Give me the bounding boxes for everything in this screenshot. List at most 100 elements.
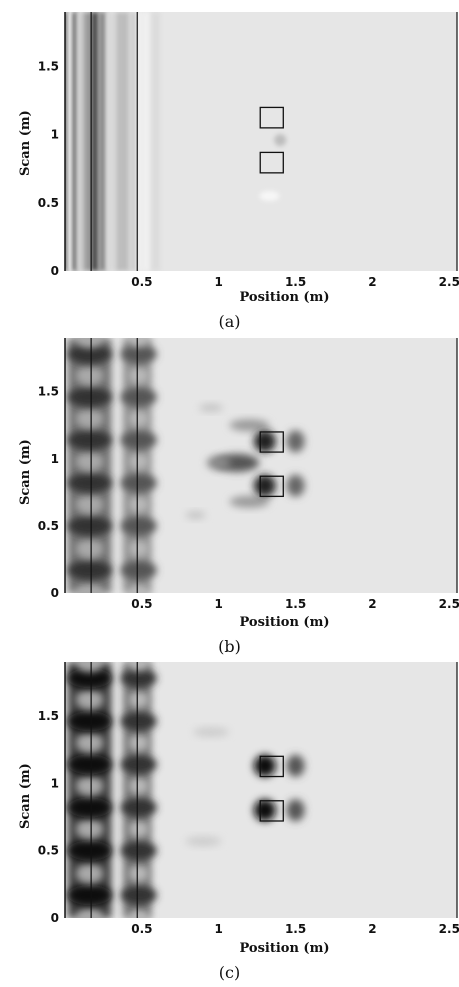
bump-col1 xyxy=(68,754,112,774)
y-tick-label: 1 xyxy=(51,776,59,790)
stripe xyxy=(91,12,99,271)
y-axis-label-b: Scan (m) xyxy=(18,439,33,505)
bump-col2 xyxy=(121,842,157,860)
x-tick-label: 1 xyxy=(215,922,223,936)
center-blob xyxy=(207,456,231,470)
panel-c: 0 0.5 1 1.5 0.5 1 1.5 2 2.5 Scan (m) Position (m… xyxy=(0,656,459,987)
bump-col2 xyxy=(129,367,149,385)
bump-col2 xyxy=(129,495,149,513)
caption-c: (c) xyxy=(0,963,459,982)
upper-arm xyxy=(229,419,269,431)
y-tick-label: 1 xyxy=(51,452,59,466)
stripe xyxy=(137,12,142,271)
stripe xyxy=(77,12,83,271)
bump-col1 xyxy=(76,366,104,386)
target-blob xyxy=(254,755,276,777)
stripe xyxy=(116,12,130,271)
bump-col1 xyxy=(76,776,104,796)
heatmap-b: 00.511.50.5 1 1.5 2 2.5 xyxy=(0,330,459,660)
x-tick-label: 1 xyxy=(215,275,223,289)
target-blob xyxy=(254,475,276,497)
y-tick-label: 0 xyxy=(51,911,59,925)
bump-col1 xyxy=(68,560,112,580)
bump-col2 xyxy=(129,653,149,671)
heatmap-c: 0 0.5 1 1.5 0.5 1 1.5 2 2.5 xyxy=(0,656,459,987)
stripe xyxy=(68,12,73,271)
stripe xyxy=(73,12,78,271)
stripe xyxy=(130,12,138,271)
bump-col1 xyxy=(68,516,112,536)
bump-col2 xyxy=(121,669,157,687)
bump-col2 xyxy=(129,865,149,883)
lower-arm xyxy=(229,496,269,508)
x-tick-label: 0.5 xyxy=(131,275,152,289)
heatmap-a: 0 0.5 1 1.5 0.5 1 1.5 2 2.5 xyxy=(0,0,459,335)
bump-col1 xyxy=(68,387,112,407)
stripe xyxy=(151,12,160,271)
target-blob xyxy=(254,799,276,821)
x-axis-label-b: Position (m) xyxy=(0,615,459,630)
bump-col1 xyxy=(76,494,104,514)
bump-col2 xyxy=(121,799,157,817)
x-tick-label: 0.5 xyxy=(131,597,152,611)
target-blob xyxy=(254,430,276,452)
bump-col1 xyxy=(76,690,104,710)
bump-col1 xyxy=(76,733,104,753)
bump-col2 xyxy=(129,540,149,558)
stripe xyxy=(107,12,116,271)
bump-col2 xyxy=(129,452,149,470)
panel-b: 0 0.5 1 1.5 0.5 1 1.5 2 2.5 Scan (m) Position (m… xyxy=(0,330,459,660)
x-tick-label: 1.5 xyxy=(285,275,306,289)
bump-col1 xyxy=(76,409,104,429)
faint-spot xyxy=(185,836,221,846)
blob xyxy=(259,191,279,201)
stripe xyxy=(142,12,151,271)
bump-col2 xyxy=(121,561,157,579)
bump-col2 xyxy=(129,329,149,347)
y-tick-label: 0.5 xyxy=(38,196,59,210)
y-axis-label-c: Scan (m) xyxy=(18,763,33,829)
x-axis-label-a: Position (m) xyxy=(0,290,459,305)
bump-col2 xyxy=(129,820,149,838)
stripe xyxy=(83,12,91,271)
bump-col1 xyxy=(76,819,104,839)
x-tick-label: 2.5 xyxy=(439,597,459,611)
bump-col1 xyxy=(68,885,112,905)
target-echo xyxy=(287,755,305,777)
bump-col1 xyxy=(68,841,112,861)
y-tick-label: 1.5 xyxy=(38,385,59,399)
bump-col2 xyxy=(121,712,157,730)
bump-col2 xyxy=(121,388,157,406)
x-tick-label: 0.5 xyxy=(131,922,152,936)
bump-col1 xyxy=(68,473,112,493)
bump-col1 xyxy=(76,864,104,884)
bump-col2 xyxy=(129,734,149,752)
blob xyxy=(274,134,286,146)
y-axis-label-a: Scan (m) xyxy=(18,110,33,176)
x-tick-label: 2 xyxy=(368,922,376,936)
y-tick-label: 0 xyxy=(51,586,59,600)
target-echo xyxy=(287,475,305,497)
bump-col1 xyxy=(76,583,104,603)
panel-a: 0 0.5 1 1.5 0.5 1 1.5 2 2.5 Scan (m) Position (m… xyxy=(0,0,459,335)
caption-b: (b) xyxy=(0,637,459,656)
bump-col1 xyxy=(76,539,104,559)
y-tick-label: 1.5 xyxy=(38,60,59,74)
x-tick-label: 2 xyxy=(368,597,376,611)
bump-col2 xyxy=(121,517,157,535)
bump-col1 xyxy=(76,908,104,928)
bump-col2 xyxy=(121,755,157,773)
target-echo xyxy=(287,799,305,821)
x-tick-label: 2 xyxy=(368,275,376,289)
x-axis-label-c: Position (m) xyxy=(0,941,459,956)
x-tick-label: 1.5 xyxy=(285,922,306,936)
y-tick-label: 1.5 xyxy=(38,709,59,723)
faint-spot xyxy=(199,404,223,412)
bump-col2 xyxy=(121,345,157,363)
x-tick-label: 1 xyxy=(215,597,223,611)
faint-spot xyxy=(193,727,229,737)
faint-spot xyxy=(186,511,206,519)
bump-col2 xyxy=(129,410,149,428)
y-tick-label: 0.5 xyxy=(38,844,59,858)
x-tick-label: 2.5 xyxy=(439,922,459,936)
